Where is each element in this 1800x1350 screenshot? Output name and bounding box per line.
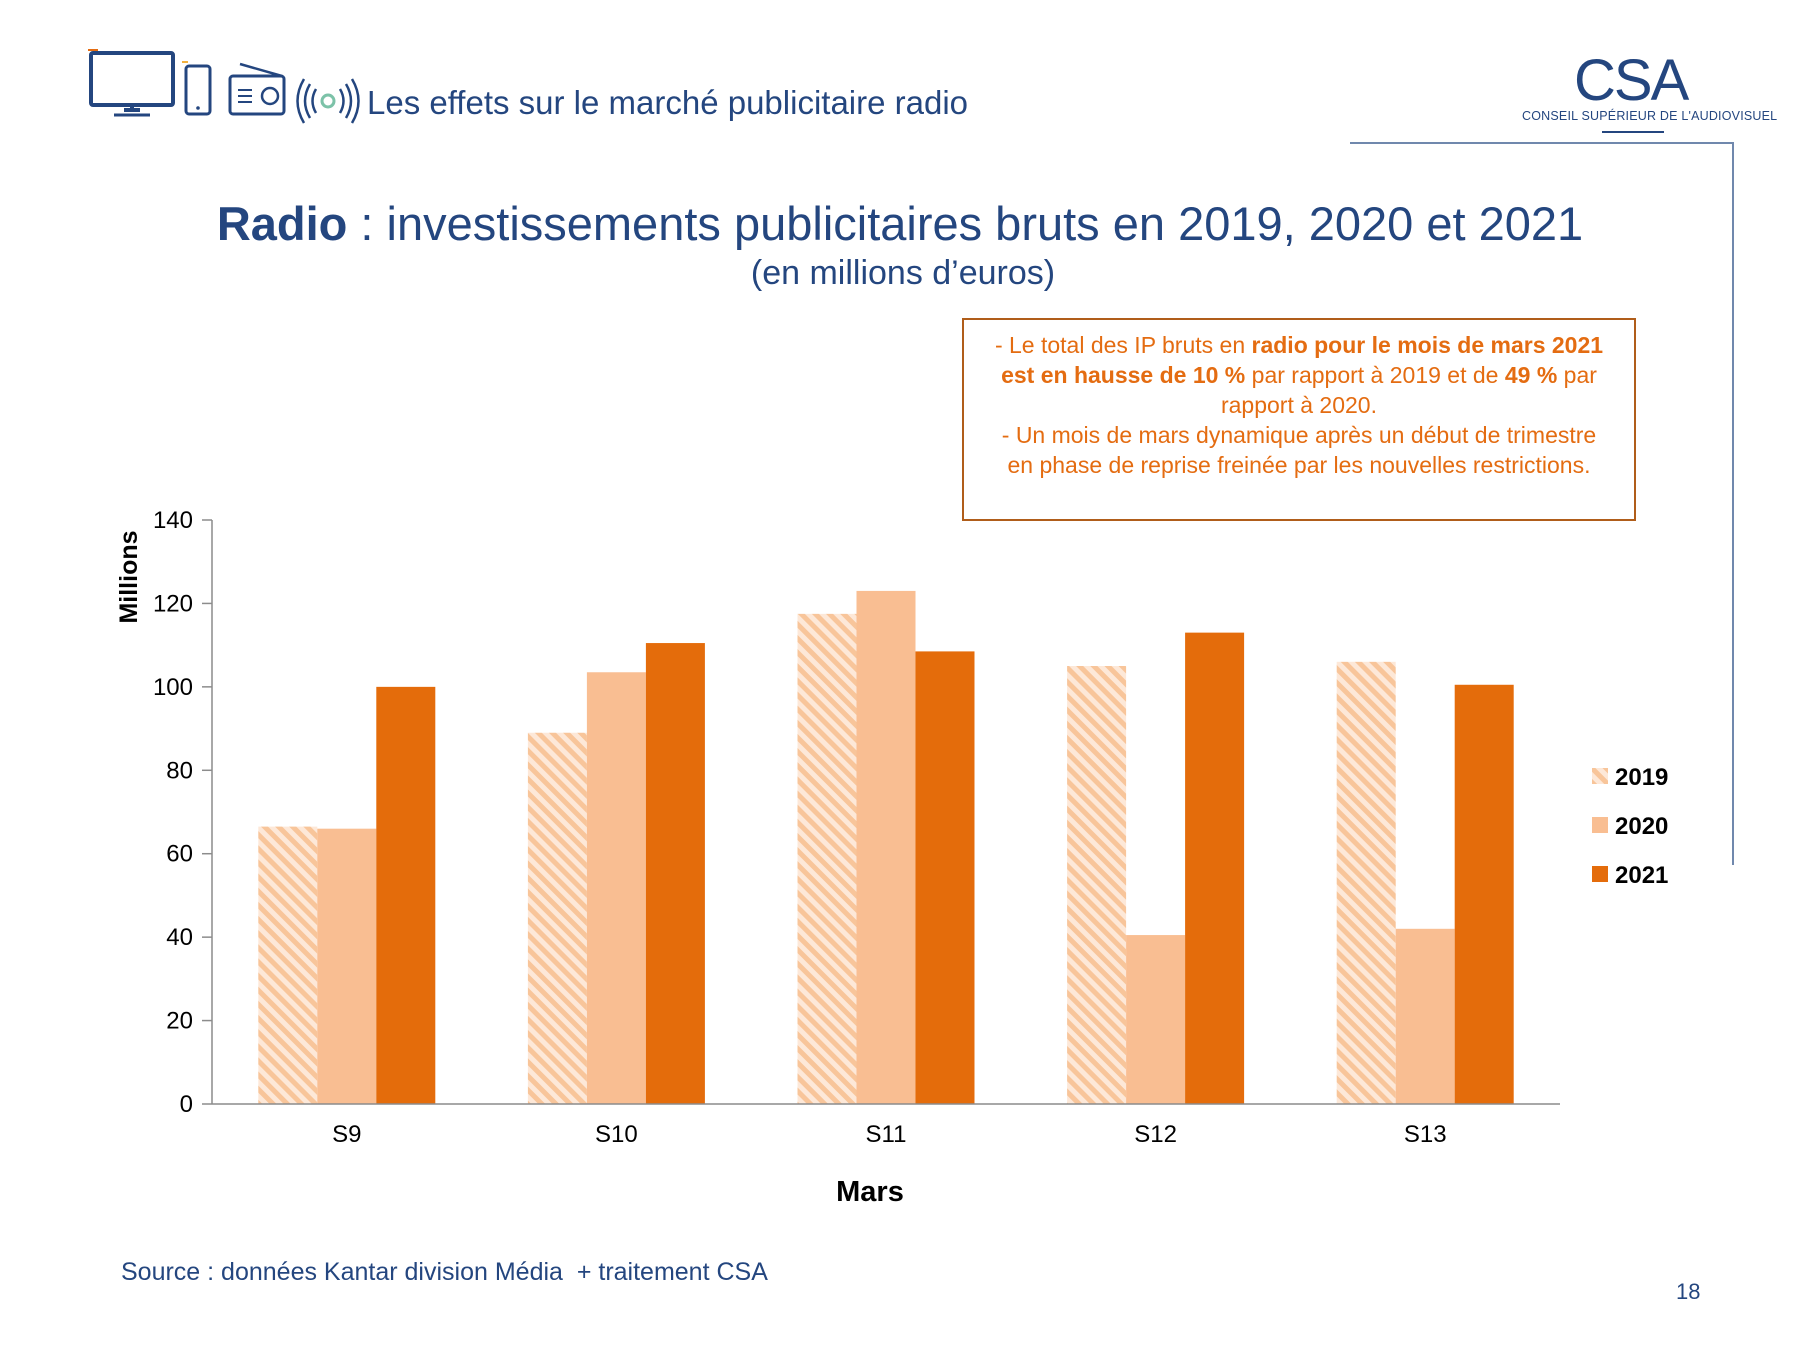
bar-2019-S13 xyxy=(1336,661,1396,1104)
smartphone-icon xyxy=(182,61,212,116)
y-tick-label: 40 xyxy=(166,924,193,951)
header-title: Les effets sur le marché publicitaire ra… xyxy=(367,84,969,121)
callout-text: - Le total des IP bruts en xyxy=(994,332,1252,358)
chart-legend: 2019 2020 2021 xyxy=(1592,764,1668,889)
y-axis-ticks: 0 20 40 60 80 100 120 140 xyxy=(153,507,212,1118)
legend-label-2021: 2021 xyxy=(1615,862,1668,889)
logo-caption: CONSEIL SUPÉRIEUR DE L'AUDIOVISUEL xyxy=(1522,109,1778,123)
x-axis-ticks: S9 S10 S11 S12 S13 xyxy=(332,1121,1446,1148)
x-tick-label: S9 xyxy=(332,1121,361,1148)
bar-2021-S9 xyxy=(376,686,436,1104)
x-tick-label: S13 xyxy=(1404,1121,1447,1148)
x-tick-label: S12 xyxy=(1134,1121,1177,1148)
bar-2020-S11 xyxy=(856,590,916,1104)
bar-2021-S11 xyxy=(915,651,975,1104)
tv-icon xyxy=(88,49,175,117)
bar-2020-S13 xyxy=(1395,928,1455,1104)
y-tick-label: 120 xyxy=(153,590,193,617)
legend-label-2020: 2020 xyxy=(1615,813,1668,840)
chart-bars xyxy=(258,590,1514,1104)
bar-2019-S11 xyxy=(797,613,857,1104)
bar-2020-S10 xyxy=(586,672,646,1104)
callout-text: par rapport à 2020. xyxy=(1220,362,1597,418)
broadcast-waves-icon xyxy=(296,78,360,124)
x-axis-label: Mars xyxy=(836,1176,904,1208)
radio-icon xyxy=(228,62,286,116)
legend-label-2019: 2019 xyxy=(1615,764,1668,791)
legend-swatch-2019 xyxy=(1592,768,1608,784)
bar-2020-S9 xyxy=(317,828,377,1104)
bar-2021-S10 xyxy=(645,643,705,1104)
callout-text: par rapport à 2019 et de xyxy=(1245,362,1505,388)
bar-2019-S10 xyxy=(527,732,587,1104)
y-tick-label: 140 xyxy=(153,507,193,534)
y-tick-label: 100 xyxy=(153,674,193,701)
callout-point-2: - Un mois de mars dynamique après un déb… xyxy=(1001,422,1597,478)
source-note: Source : données Kantar division Média +… xyxy=(121,1258,768,1286)
y-axis-label: Millions xyxy=(115,530,143,623)
slide-title-rest: : investissements publicitaires bruts en… xyxy=(347,197,1584,250)
y-tick-label: 0 xyxy=(180,1091,193,1118)
bar-2021-S13 xyxy=(1454,684,1514,1104)
csa-logo: CSA xyxy=(1574,48,1692,133)
legend-swatch-2020 xyxy=(1592,817,1608,833)
slide-title: Radio : investissements publicitaires br… xyxy=(0,196,1800,251)
callout-box: - Le total des IP bruts en radio pour le… xyxy=(962,318,1636,521)
callout-highlight: radio pour le mois de mars 2021 est en h… xyxy=(1001,332,1604,388)
decorative-frame-line xyxy=(1350,142,1734,865)
y-tick-label: 60 xyxy=(166,841,193,868)
y-tick-label: 20 xyxy=(166,1008,193,1035)
slide-title-bold: Radio xyxy=(216,197,348,250)
callout-highlight: 49 % xyxy=(1504,362,1558,388)
page-number: 18 xyxy=(1676,1279,1701,1304)
logo-wordmark: CSA xyxy=(1574,48,1690,113)
bar-2020-S12 xyxy=(1126,935,1186,1104)
bar-2019-S12 xyxy=(1067,666,1127,1104)
slide-subtitle: (en millions d’euros) xyxy=(750,254,1056,292)
y-tick-label: 80 xyxy=(166,757,193,784)
header-media-icons xyxy=(88,49,360,124)
x-tick-label: S11 xyxy=(866,1121,907,1148)
legend-swatch-2021 xyxy=(1592,866,1608,882)
callout-point-1: - Le total des IP bruts en radio pour le… xyxy=(988,330,1610,420)
bar-2019-S9 xyxy=(258,826,318,1104)
x-tick-label: S10 xyxy=(595,1121,638,1148)
bar-2021-S12 xyxy=(1185,632,1245,1104)
